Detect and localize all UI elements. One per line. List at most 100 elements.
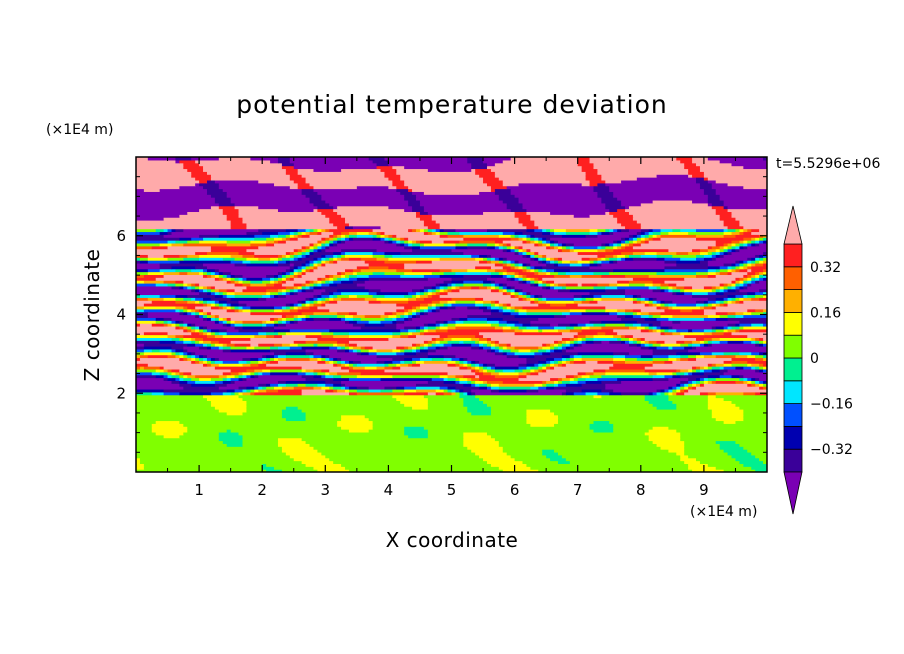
contour-cell	[266, 363, 334, 367]
contour-cell	[739, 277, 744, 281]
contour-cell	[313, 354, 322, 359]
contour-cell	[534, 251, 539, 255]
contour-cell	[183, 354, 188, 359]
contour-cell	[455, 377, 460, 381]
contour-cell	[191, 377, 200, 381]
contour-cell	[293, 162, 378, 167]
contour-cell	[151, 371, 161, 376]
contour-cell	[396, 268, 413, 273]
contour-cell	[139, 294, 161, 298]
contour-cell	[309, 357, 319, 361]
contour-cell	[534, 297, 539, 301]
contour-cell	[341, 254, 346, 258]
contour-cell	[455, 323, 492, 327]
contour-cell	[557, 323, 571, 327]
colorbar-swatch	[783, 289, 803, 313]
contour-cell	[747, 294, 756, 298]
contour-cell	[569, 337, 575, 341]
contour-cell	[731, 331, 767, 336]
contour-cell	[538, 294, 543, 298]
contour-cell	[136, 208, 200, 213]
contour-cell	[581, 262, 591, 267]
contour-cell	[676, 260, 701, 264]
contour-cell	[676, 451, 685, 456]
contour-cell	[479, 343, 484, 347]
contour-cell	[416, 346, 421, 350]
contour-cell	[136, 168, 188, 172]
contour-cell	[183, 162, 200, 167]
contour-cell	[345, 240, 386, 244]
contour-cell	[518, 308, 528, 313]
contour-cell	[341, 386, 346, 390]
contour-cell	[763, 277, 767, 281]
contour-cell	[502, 449, 543, 453]
contour-cell	[711, 368, 721, 373]
contour-cell	[644, 317, 658, 321]
contour-cell	[427, 303, 433, 307]
contour-cell	[139, 257, 149, 261]
contour-cell	[518, 237, 524, 241]
contour-cell	[210, 343, 216, 347]
contour-cell	[321, 254, 326, 258]
contour-cell	[621, 237, 626, 241]
contour-cell	[289, 157, 370, 161]
contour-cell	[490, 386, 500, 390]
contour-cell	[242, 371, 251, 376]
contour-cell	[230, 368, 248, 373]
contour-cell	[755, 237, 760, 241]
contour-cell	[139, 354, 149, 359]
contour-cell	[514, 308, 520, 313]
contour-cell	[404, 431, 429, 436]
contour-cell	[636, 357, 654, 361]
contour-cell	[597, 171, 689, 175]
contour-cell	[392, 237, 397, 241]
contour-cell	[739, 406, 767, 410]
contour-cell	[550, 260, 555, 264]
contour-cell	[191, 174, 212, 178]
contour-cell	[423, 340, 429, 344]
contour-cell	[345, 363, 350, 367]
contour-cell	[656, 328, 662, 333]
contour-cell	[222, 440, 244, 444]
contour-cell	[763, 268, 767, 273]
contour-cell	[183, 228, 259, 233]
contour-cell	[727, 205, 767, 210]
contour-cell	[573, 377, 579, 381]
contour-cell	[648, 297, 654, 301]
contour-cell	[530, 262, 547, 267]
contour-cell	[494, 300, 500, 304]
contour-cell	[341, 383, 346, 387]
contour-cell	[747, 334, 767, 339]
contour-cell	[707, 400, 733, 404]
contour-cell	[187, 351, 192, 356]
contour-cell	[136, 265, 161, 270]
contour-cell	[747, 380, 752, 384]
contour-cell	[506, 288, 512, 293]
contour-cell	[230, 371, 240, 376]
x-tick-label: 7	[573, 481, 583, 499]
contour-cell	[455, 374, 464, 379]
contour-cell	[317, 260, 322, 264]
contour-cell	[412, 314, 417, 318]
contour-cell	[317, 305, 405, 310]
contour-cell	[419, 357, 433, 361]
contour-cell	[719, 194, 767, 198]
contour-cell	[136, 300, 153, 304]
contour-cell	[475, 297, 484, 301]
contour-cell	[490, 168, 583, 172]
contour-cell	[218, 409, 248, 413]
contour-cell	[270, 291, 279, 296]
contour-cell	[550, 257, 555, 261]
contour-cell	[360, 325, 397, 330]
contour-cell	[443, 391, 453, 396]
contour-cell	[277, 437, 303, 442]
contour-cell	[703, 254, 713, 258]
contour-cell	[281, 343, 291, 347]
contour-cell	[522, 280, 528, 284]
contour-cell	[147, 314, 196, 318]
contour-cell	[214, 288, 220, 293]
contour-cell	[506, 257, 531, 261]
contour-cell	[246, 262, 279, 267]
contour-cell	[218, 277, 224, 281]
contour-cell	[479, 374, 496, 379]
